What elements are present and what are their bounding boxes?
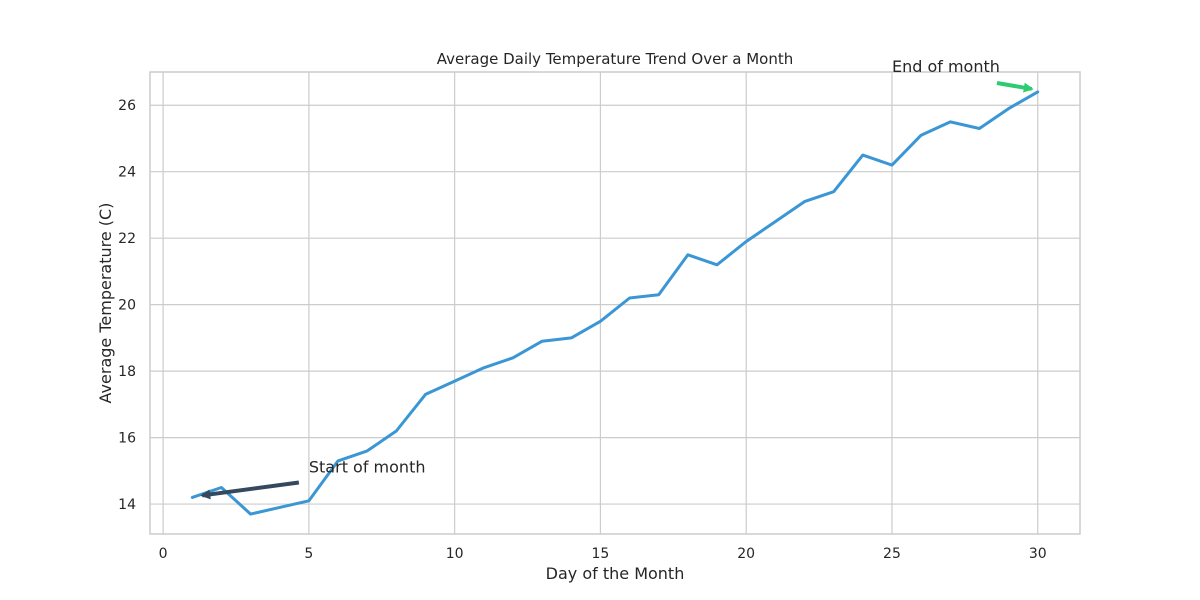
x-tick-label: 25 — [883, 546, 901, 562]
chart-title: Average Daily Temperature Trend Over a M… — [437, 50, 794, 68]
plot-frame — [149, 71, 1081, 535]
annotation-arrow — [200, 480, 300, 500]
series-layer — [190, 90, 1040, 516]
annotation-arrow — [996, 81, 1034, 93]
grid — [150, 72, 1080, 534]
y-tick-label: 14 — [118, 497, 136, 513]
x-tick-label: 20 — [737, 546, 755, 562]
x-axis-label: Day of the Month — [546, 564, 685, 583]
series-line — [190, 90, 1040, 516]
y-tick-label: 22 — [118, 231, 136, 247]
y-axis-label: Average Temperature (C) — [96, 203, 115, 404]
x-tick-label: 0 — [159, 546, 168, 562]
annotation-label: End of month — [892, 57, 1000, 76]
y-tick-label: 26 — [118, 98, 136, 114]
tick-labels: 0 5 10 15 20 25 30 14 16 18 20 22 24 26 — [118, 98, 1046, 562]
y-tick-label: 16 — [118, 431, 136, 447]
annotation-label: Start of month — [309, 458, 426, 477]
y-tick-label: 20 — [118, 298, 136, 314]
x-tick-label: 5 — [304, 546, 313, 562]
y-tick-label: 24 — [118, 165, 136, 181]
x-tick-label: 30 — [1029, 546, 1047, 562]
x-tick-label: 10 — [446, 546, 464, 562]
y-tick-label: 18 — [118, 364, 136, 380]
annotation-layer: Start of month End of month — [200, 57, 1034, 500]
x-tick-label: 15 — [592, 546, 610, 562]
